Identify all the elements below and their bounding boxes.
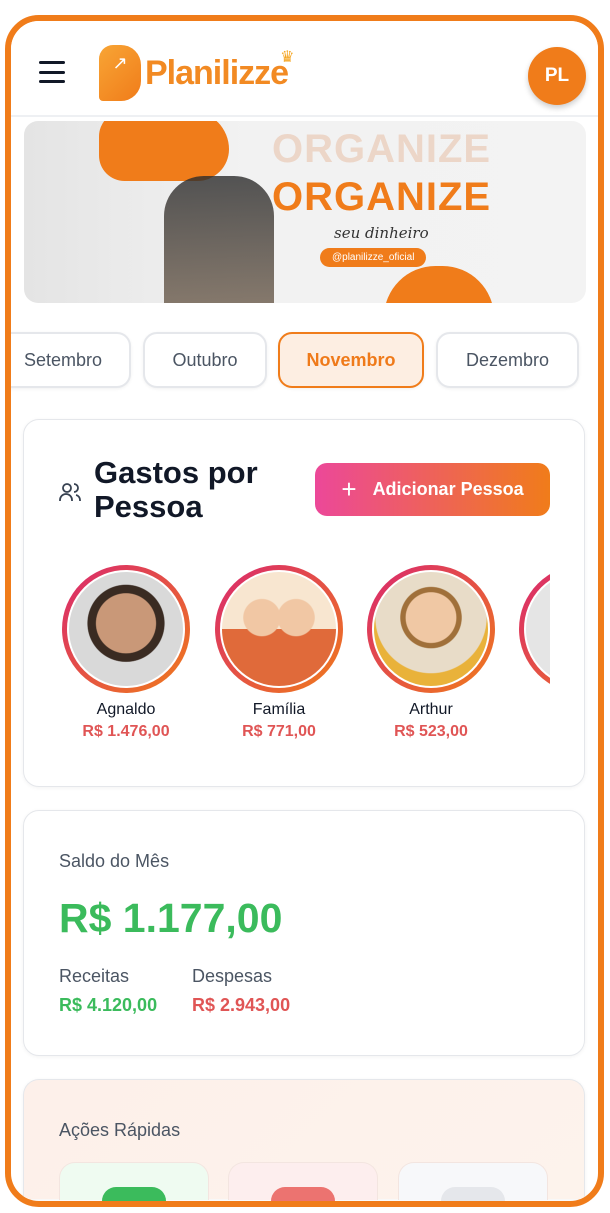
person-card[interactable]: Família R$ 771,00 [209,565,349,741]
crown-icon: ♛ [280,49,295,66]
banner-subtitle: seu dinheiro [334,224,429,242]
person-photo [372,570,490,688]
tab-novembro[interactable]: Novembro [278,332,424,388]
action-icon [271,1187,335,1201]
person-card[interactable]: Agnaldo R$ 1.476,00 [56,565,196,741]
acoes-rapidas-card: Ações Rápidas [23,1079,585,1201]
hamburger-menu-icon[interactable] [39,61,65,83]
decorative-blob [384,266,494,303]
person-photo [524,570,550,688]
header: ↗ Planilizze ♛ PL [11,21,598,117]
section-title: Gastos por Pessoa [94,455,258,524]
decorative-blob [99,121,229,181]
quick-action-expense[interactable] [228,1162,378,1201]
user-avatar[interactable]: PL [528,47,586,105]
saldo-card: Saldo do Mês R$ 1.177,00 Receitas R$ 4.1… [23,810,585,1056]
tab-dezembro[interactable]: Dezembro [436,332,579,388]
users-icon [59,483,81,501]
person-card[interactable]: R [513,565,550,719]
month-selector: Setembro Outubro Novembro Dezembro [11,332,598,390]
banner-ghost-text: ORGANIZE [272,127,492,171]
banner-photo [164,176,274,303]
person-photo [67,570,185,688]
add-person-button[interactable]: + Adicionar Pessoa [315,463,550,516]
logo[interactable]: ↗ Planilizze ♛ [99,45,302,101]
saldo-value: R$ 1.177,00 [59,895,283,941]
app-frame: ↗ Planilizze ♛ PL ORGANIZE ORGANIZE seu … [5,15,604,1207]
action-icon [102,1187,166,1201]
promo-banner[interactable]: ORGANIZE ORGANIZE seu dinheiro @planiliz… [24,121,586,303]
tab-setembro[interactable]: Setembro [11,332,131,388]
gastos-por-pessoa-card: Gastos por Pessoa + Adicionar Pessoa Agna… [23,419,585,787]
trend-arrow-icon: ↗ [99,45,141,101]
receitas: Receitas R$ 4.120,00 [59,966,158,1015]
banner-title: ORGANIZE [272,175,492,219]
person-photo [220,570,338,688]
despesas: Despesas R$ 2.943,00 [192,966,291,1015]
quick-action-income[interactable] [59,1162,209,1201]
tab-outubro[interactable]: Outubro [143,332,267,388]
action-icon [441,1187,505,1201]
quick-action-other[interactable] [398,1162,548,1201]
banner-handle: @planilizze_oficial [320,248,427,267]
person-card[interactable]: Arthur R$ 523,00 [361,565,501,741]
plus-icon: + [341,474,357,504]
people-carousel[interactable]: Agnaldo R$ 1.476,00 Família R$ 771,00 Ar… [24,565,550,755]
